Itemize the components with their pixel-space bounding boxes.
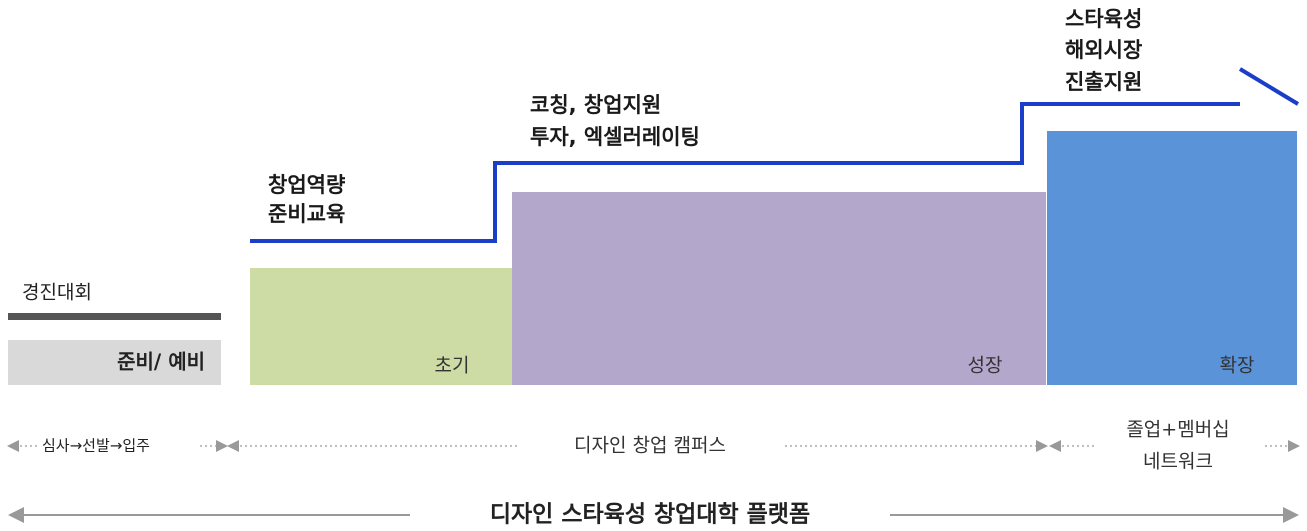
phase-label: 디자인 창업 캠퍼스	[574, 435, 726, 457]
support-line	[250, 102, 1240, 243]
stage-label: 확장	[1220, 355, 1255, 377]
growth-box	[512, 192, 1046, 385]
support-text: 해외시장	[1065, 38, 1142, 62]
contest-label: 경진대회	[22, 282, 92, 304]
expansion-box	[1047, 131, 1297, 385]
support-text: 코칭, 창업지원	[530, 93, 661, 117]
support-text: 준비교육	[268, 202, 345, 226]
support-text: 창업역량	[268, 173, 345, 197]
phase-label: 심사→선발→입주	[42, 437, 150, 455]
stage-label: 성장	[968, 355, 1003, 377]
support-text: 진출지원	[1065, 70, 1142, 94]
support-line	[1238, 67, 1300, 106]
platform-label: 디자인 스타육성 창업대학 플랫폼	[490, 502, 810, 528]
phase-label: 졸업+멤버십	[1126, 419, 1229, 441]
support-text: 투자, 엑셀러레이팅	[530, 125, 700, 149]
support-text: 스타육성	[1065, 7, 1142, 31]
prep-box	[8, 340, 221, 385]
stage-label: 초기	[435, 355, 470, 377]
prep-label: 준비/ 예비	[117, 350, 205, 374]
phase-label: 네트워크	[1143, 451, 1213, 473]
contest-bar	[8, 313, 221, 320]
early-box	[250, 268, 512, 385]
